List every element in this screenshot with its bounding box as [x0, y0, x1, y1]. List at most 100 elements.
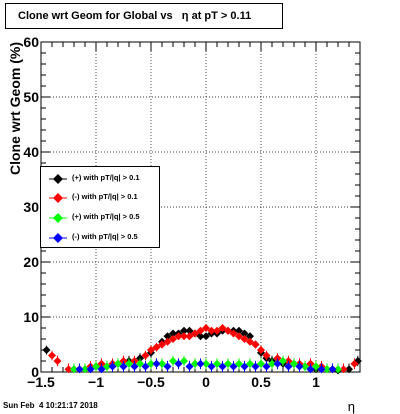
data-point [53, 357, 62, 365]
y-axis-label: Clone wrt Geom (%) [7, 42, 23, 175]
data-point [169, 335, 177, 343]
data-point [191, 329, 199, 338]
data-point [42, 346, 51, 354]
data-point [323, 365, 331, 374]
data-point [136, 359, 144, 368]
data-point [185, 326, 194, 335]
x-tick-label: −1.5 [27, 374, 55, 390]
legend-marker-icon [49, 213, 67, 223]
data-point [97, 365, 106, 374]
data-point [224, 359, 232, 368]
legend-diamond [53, 174, 63, 184]
legend-entry: (-) with pT/|q| > 0.1 [41, 188, 161, 208]
data-point [306, 365, 315, 374]
data-point [86, 365, 95, 374]
legend-label: (-) with pT/|q| > 0.1 [72, 192, 138, 201]
y-tick-label: 40 [23, 144, 39, 160]
legend-diamond [53, 193, 63, 203]
legend: (+) with pT/|q| > 0.1 (-) with pT/|q| > … [40, 166, 160, 248]
data-point [207, 326, 216, 335]
data-point [273, 354, 282, 363]
data-point [114, 359, 122, 368]
data-point [163, 332, 172, 341]
data-point [163, 362, 172, 371]
data-point [169, 329, 177, 338]
data-point [70, 365, 78, 374]
data-point [202, 324, 210, 332]
data-point [328, 365, 337, 374]
x-tick-label: 1 [312, 374, 320, 390]
legend-marker-icon [49, 193, 67, 203]
data-point [246, 359, 254, 368]
chart-title: Clone wrt Geom for Global vs η at pT > 0… [5, 3, 283, 29]
y-tick-label: 20 [23, 254, 39, 270]
data-point [350, 359, 359, 368]
data-point [202, 359, 210, 368]
legend-diamond [53, 213, 63, 223]
data-point [229, 362, 238, 371]
data-point [174, 332, 183, 341]
data-point [185, 362, 194, 371]
data-point [158, 340, 166, 349]
y-tick-label: 60 [23, 34, 39, 50]
data-point [246, 337, 254, 346]
data-point [207, 362, 216, 371]
data-point [251, 340, 260, 349]
data-point [295, 362, 304, 371]
data-point [279, 357, 287, 365]
data-point [317, 365, 326, 374]
legend-diamond [53, 233, 63, 243]
data-point [257, 359, 265, 368]
legend-label: (-) with pT/|q| > 0.5 [72, 232, 138, 241]
data-point [213, 359, 221, 368]
legend-entry: (-) with pT/|q| > 0.5 [41, 228, 161, 248]
data-point [81, 365, 89, 374]
data-point [185, 332, 194, 341]
data-point [180, 326, 188, 335]
data-point [290, 359, 298, 368]
data-point [240, 362, 249, 371]
data-point [64, 365, 73, 374]
data-point [345, 365, 353, 374]
y-tick-label: 0 [31, 364, 39, 380]
y-tick-label: 30 [23, 199, 39, 215]
data-point [240, 335, 249, 343]
data-point [224, 326, 232, 335]
data-point [235, 326, 243, 335]
data-point [218, 324, 227, 332]
legend-entry: (+) with pT/|q| > 0.1 [41, 169, 161, 189]
data-point [152, 343, 161, 352]
y-tick-label: 50 [23, 89, 39, 105]
data-point [235, 332, 243, 341]
legend-entry: (+) with pT/|q| > 0.5 [41, 208, 161, 228]
legend-label: (+) with pT/|q| > 0.5 [72, 212, 140, 221]
data-point [196, 332, 205, 341]
data-point [180, 332, 188, 341]
timestamp: Sun Feb 4 10:21:17 2018 [3, 401, 98, 410]
data-point [125, 359, 133, 368]
data-point [246, 332, 254, 341]
data-point [257, 346, 265, 354]
data-point [141, 362, 150, 371]
legend-label: (+) with pT/|q| > 0.1 [72, 173, 140, 182]
data-point [229, 329, 238, 338]
data-point [235, 359, 243, 368]
data-point [103, 362, 111, 371]
data-point [273, 359, 282, 368]
data-point [251, 362, 260, 371]
data-point [147, 346, 155, 354]
data-point [196, 359, 205, 368]
data-point [196, 326, 205, 335]
data-point [92, 362, 100, 371]
data-point [75, 365, 84, 374]
data-point [152, 359, 161, 368]
x-axis-label: η [348, 399, 355, 414]
data-point [268, 359, 276, 368]
data-point [48, 351, 56, 360]
data-point [136, 354, 144, 363]
data-point [262, 362, 271, 371]
data-point [108, 362, 117, 371]
data-point [130, 362, 139, 371]
data-point [240, 329, 249, 338]
